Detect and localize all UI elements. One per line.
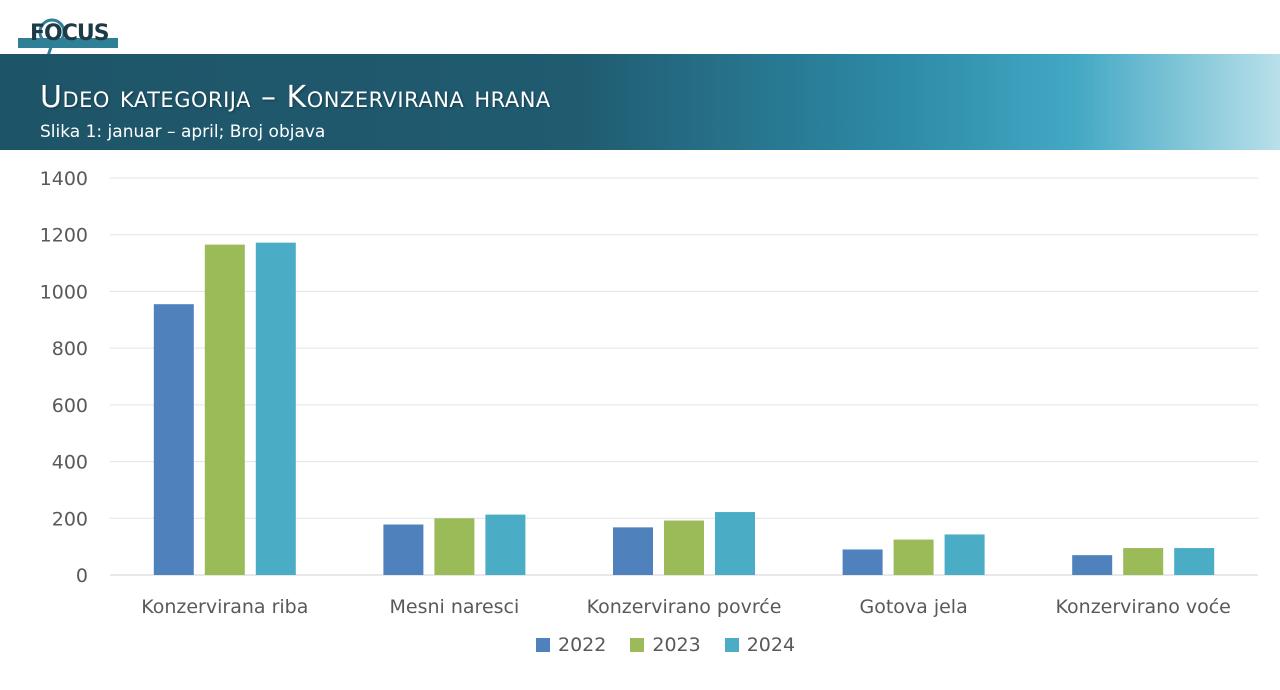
y-tick-label: 1400 <box>40 168 88 190</box>
bar-2023-2 <box>664 520 704 575</box>
bar-2022-1 <box>383 524 424 575</box>
y-tick-label: 1200 <box>40 225 88 247</box>
chart-title: Udeo kategorija – Konzervirana hrana <box>40 80 551 115</box>
bar-2024-4 <box>1174 548 1215 575</box>
bar-2022-4 <box>1072 555 1113 575</box>
chart-legend: 2022 2023 2024 <box>536 634 795 656</box>
focus-logo: FOCUS <box>18 18 118 57</box>
y-tick-label: 800 <box>52 338 88 360</box>
bar-chart: 0 200 400 600 800 1000 1200 1400 Konzervirana ri… <box>40 168 1258 618</box>
bar-2022-0 <box>153 304 194 575</box>
x-tick-label: Gotova jela <box>859 596 967 618</box>
legend-item-2024: 2024 <box>724 634 796 656</box>
x-tick-label: Konzervirano voće <box>1056 596 1231 618</box>
bar-2024-1 <box>485 514 526 575</box>
bar-2023-4 <box>1123 548 1164 575</box>
legend-swatch <box>724 638 739 652</box>
legend-label: 2023 <box>652 634 701 656</box>
bar-2023-3 <box>893 539 934 575</box>
bar-2024-0 <box>255 242 296 575</box>
x-tick-label: Mesni naresci <box>390 596 520 618</box>
x-tick-label: Konzervirano povrće <box>587 596 782 618</box>
x-tick-label: Konzervirana riba <box>141 596 308 618</box>
legend-item-2022: 2022 <box>536 634 606 656</box>
y-tick-label: 1000 <box>40 281 88 303</box>
bar-2023-0 <box>204 244 245 575</box>
y-tick-label: 400 <box>52 452 88 474</box>
legend-swatch <box>536 638 550 652</box>
y-tick-label: 600 <box>52 395 88 417</box>
bar-2024-2 <box>715 512 755 575</box>
bar-2022-3 <box>842 549 883 575</box>
y-tick-label: 200 <box>52 508 88 530</box>
legend-item-2023: 2023 <box>630 634 701 656</box>
chart-subtitle: Slika 1: januar – april; Broj objava <box>40 122 326 142</box>
bar-2024-3 <box>944 534 985 575</box>
bar-2022-2 <box>613 527 653 575</box>
legend-swatch <box>630 638 645 652</box>
legend-label: 2022 <box>558 634 607 656</box>
bar-2023-1 <box>434 518 475 575</box>
y-tick-label: 0 <box>76 565 88 587</box>
header-banner <box>0 54 1280 150</box>
legend-label: 2024 <box>746 634 796 656</box>
svg-text:FOCUS: FOCUS <box>30 21 109 46</box>
